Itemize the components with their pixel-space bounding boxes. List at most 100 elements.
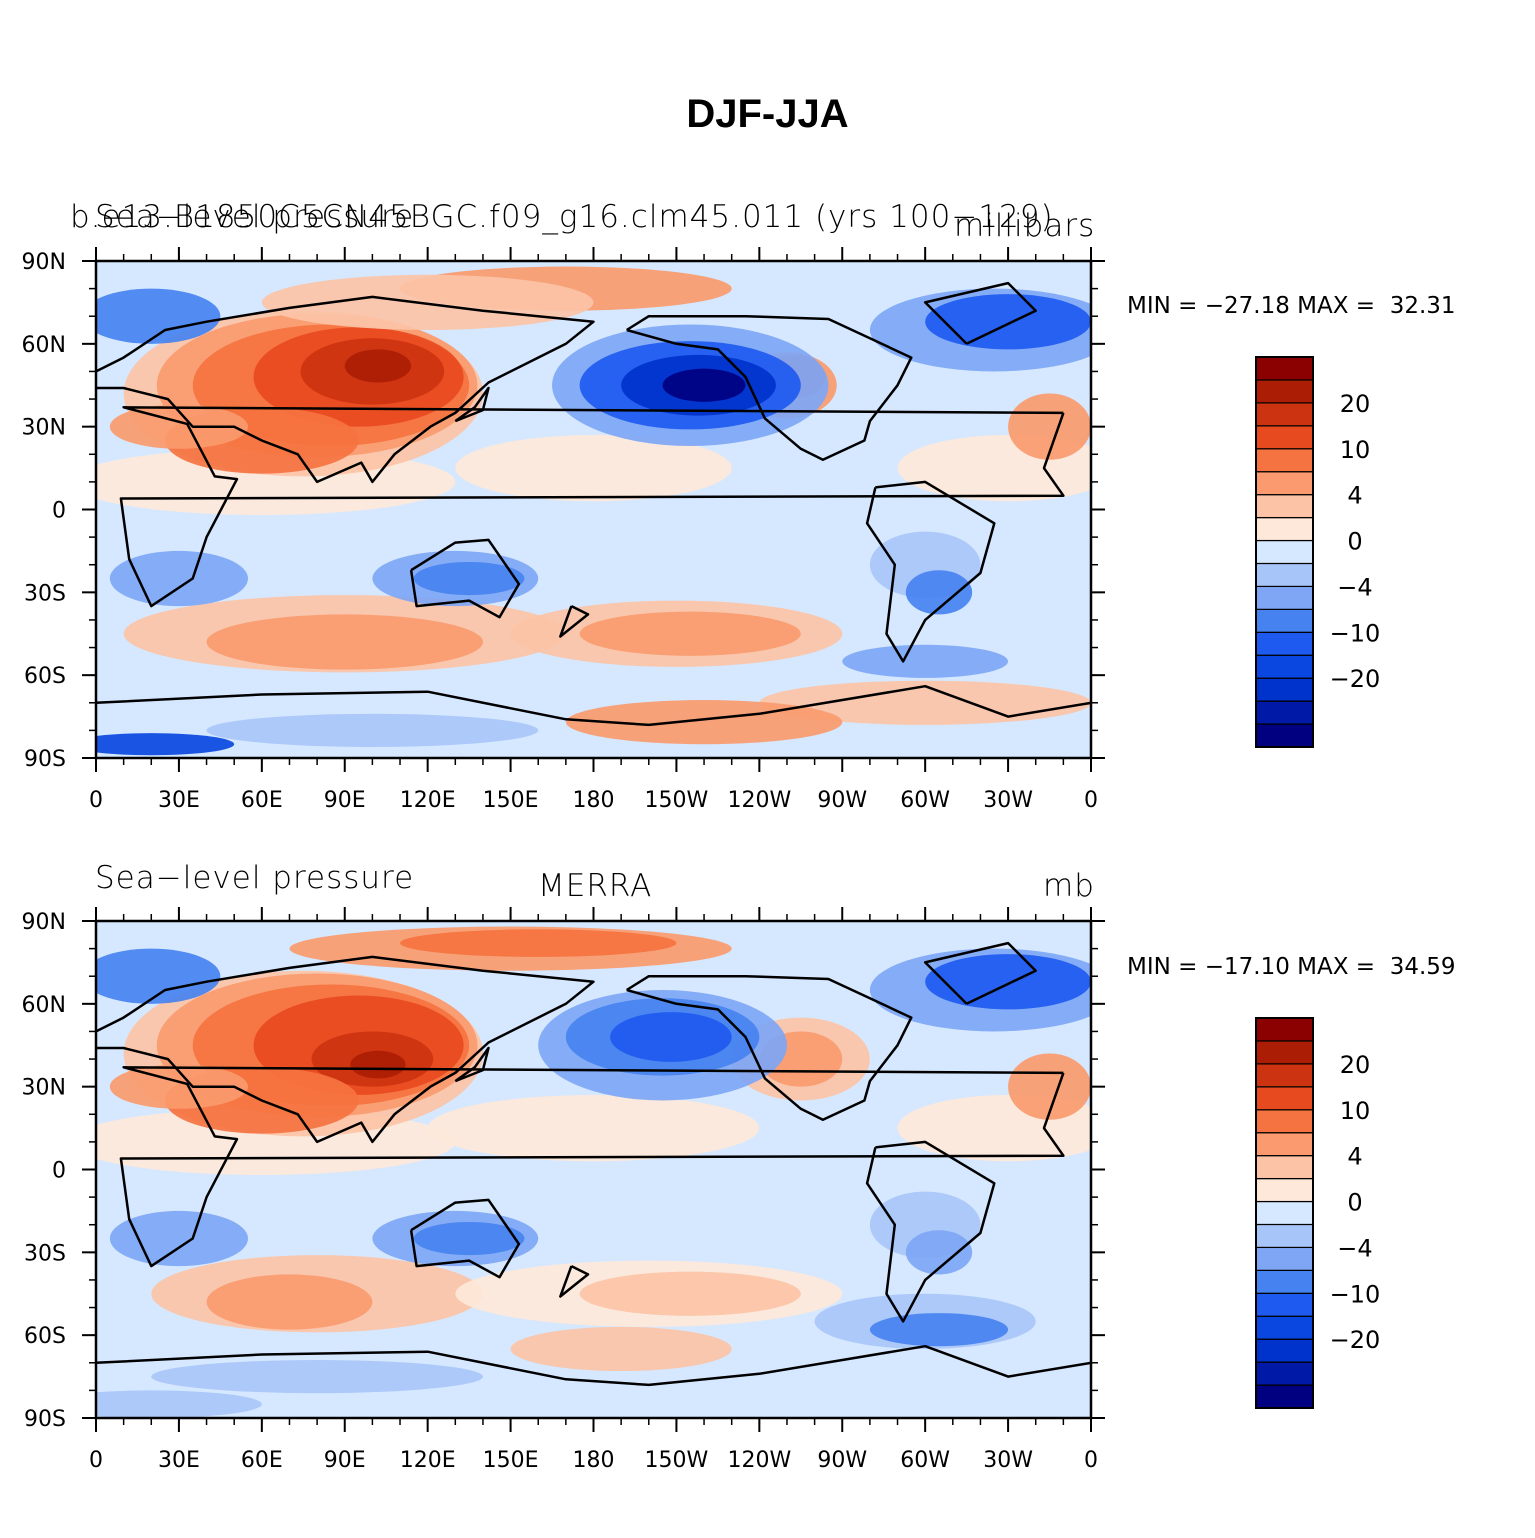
lat-label: 60N (22, 993, 66, 1018)
lon-label: 120W (727, 1448, 791, 1473)
lon-label: 150E (483, 788, 539, 813)
colorbar-swatch (1255, 1246, 1314, 1271)
coastline (409, 538, 521, 619)
colorbar-swatch (1255, 1063, 1314, 1088)
lon-label: 90W (817, 1448, 867, 1473)
lat-label: 0 (52, 499, 66, 524)
lon-label: 180 (573, 788, 615, 813)
colorbar-swatch (1255, 1315, 1314, 1340)
contour-fill (1008, 1053, 1091, 1120)
lon-label: 30E (158, 1448, 200, 1473)
contour-fill (662, 368, 746, 402)
lon-label: 30E (158, 788, 200, 813)
lat-label: 90S (24, 1407, 66, 1432)
colorbar-label: −20 (1330, 1326, 1381, 1354)
map-field (96, 261, 1091, 758)
contour-fill (905, 1230, 973, 1275)
contour-fill (206, 614, 483, 670)
colorbar-label: 4 (1347, 1143, 1362, 1171)
colorbar-label: 10 (1340, 1097, 1371, 1125)
contour-fill (869, 1313, 1009, 1347)
coastline (96, 1344, 1091, 1387)
lat-label: 60N (22, 333, 66, 358)
coastline (454, 1046, 490, 1083)
lon-label: 90W (817, 788, 867, 813)
min-max-readout: MIN = −17.10 MAX = 34.59 (1127, 954, 1456, 980)
contour-fill (151, 1360, 483, 1394)
colorbar-label: −4 (1337, 573, 1372, 601)
contour-fill (109, 404, 249, 449)
lon-label: 30W (983, 1448, 1033, 1473)
colorbar-swatch (1255, 1200, 1314, 1226)
lon-label: 120W (727, 788, 791, 813)
colorbar-label: 0 (1347, 528, 1362, 556)
coastline (865, 480, 996, 663)
contour-fill (427, 1094, 760, 1162)
contour-fill (842, 644, 1009, 678)
lon-label: 120E (400, 788, 456, 813)
lat-label: 90N (22, 910, 66, 935)
colorbar-swatch (1255, 1361, 1314, 1386)
colorbar-swatch (1255, 1040, 1314, 1065)
colorbar-label: 4 (1347, 482, 1362, 510)
contour-fill (96, 948, 221, 1004)
contour-fill (759, 680, 1091, 725)
lon-label: 0 (89, 1448, 103, 1473)
coastline (865, 1140, 996, 1323)
lat-label: 60S (24, 664, 66, 689)
lat-label: 90N (22, 250, 66, 275)
lon-label: 150E (483, 1448, 539, 1473)
colorbar-swatch (1255, 1177, 1314, 1203)
figure-title: DJF-JJA (686, 92, 849, 136)
lat-label: 30S (24, 1241, 66, 1266)
coastline (119, 406, 1065, 608)
colorbar-swatch (1255, 1384, 1314, 1409)
lon-label: 60E (241, 788, 283, 813)
contour-fill (96, 1390, 262, 1418)
panel-left-title: Sea−level pressure (95, 860, 415, 896)
coastline (96, 295, 595, 484)
lat-label: 0 (52, 1159, 66, 1184)
lat-label: 30S (24, 581, 66, 606)
map-model: 90N 60N 30N 0 30S 60S 90S 0 30E 60E 90E 120E 150E 180… (22, 247, 1381, 813)
panel-units: millibars (954, 208, 1096, 244)
coastline (96, 955, 595, 1144)
contour-fill (905, 570, 973, 615)
colorbar-label: −20 (1330, 665, 1381, 693)
lat-label: 90S (24, 747, 66, 772)
lon-label: 60W (900, 1448, 950, 1473)
contour-fill (1008, 393, 1091, 460)
panel-model: Sea−level pressure b.e13.B1850C5CN45BGC.… (0, 0, 1535, 813)
colorbar-label: 0 (1347, 1189, 1362, 1217)
colorbar-swatch (1255, 1017, 1314, 1042)
contour-fill (344, 349, 412, 383)
contour-fill (610, 1012, 732, 1062)
contour-fill (261, 274, 594, 331)
contour-fill (579, 1271, 801, 1316)
coastline (119, 1066, 1065, 1268)
colorbar-swatch (1255, 1269, 1314, 1294)
colorbar-label: 20 (1340, 1051, 1371, 1079)
lat-label: 60S (24, 1324, 66, 1349)
lon-label: 60E (241, 1448, 283, 1473)
lon-label: 90E (324, 788, 366, 813)
lon-label: 90E (324, 1448, 366, 1473)
lon-label: 60W (900, 788, 950, 813)
colorbar-label: −4 (1337, 1234, 1372, 1262)
coastline (923, 281, 1037, 345)
contour-fill (579, 611, 801, 656)
coastline (454, 386, 490, 423)
contour-fill (96, 733, 235, 756)
coastline (923, 941, 1037, 1005)
contour-fill (96, 288, 221, 344)
panel-units: mb (1043, 868, 1095, 904)
map-field (96, 921, 1091, 1418)
lon-label: 150W (645, 1448, 709, 1473)
colorbar-swatch (1255, 1132, 1314, 1157)
contour-fill (510, 1326, 732, 1372)
contour-fill (400, 929, 677, 957)
contour-fill (109, 1064, 249, 1109)
contour-fill (413, 1221, 525, 1256)
panel-center-title: MERRA (538, 868, 653, 904)
